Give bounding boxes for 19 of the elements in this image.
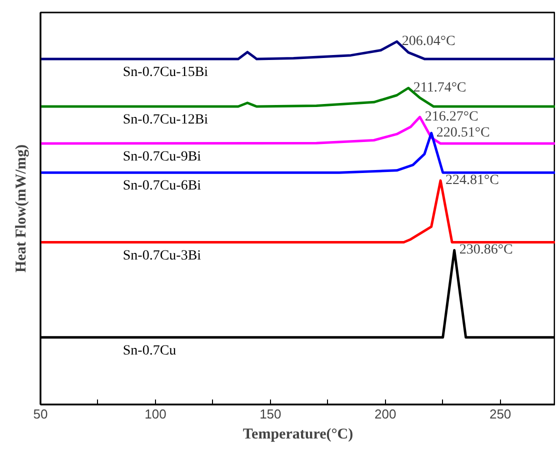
y-axis-title: Heat Flow(mW/mg): [14, 144, 30, 272]
annotation: 211.74°C: [413, 80, 466, 96]
series-label: Sn-0.7Cu: [122, 343, 176, 358]
annotation: 224.81°C: [446, 173, 499, 188]
series-label: Sn-0.7Cu-15Bi: [122, 64, 208, 80]
annotation: 230.86°C: [459, 242, 513, 258]
series-label: Sn-0.7Cu-9Bi: [122, 150, 202, 165]
x-tick-label: 200: [374, 406, 396, 422]
x-tick-label: 50: [33, 406, 48, 422]
x-tick-label: 250: [489, 406, 512, 422]
x-tick-label: 150: [260, 406, 282, 422]
series-label: Sn-0.7Cu-3Bi: [122, 248, 202, 264]
x-axis-title: Temperature(°C): [242, 426, 354, 442]
annotation: 216.27°C: [424, 110, 478, 125]
x-tick-label: 100: [144, 406, 166, 422]
annotation: 206.04°C: [402, 34, 456, 50]
annotation: 220.51°C: [436, 126, 490, 141]
series-label: Sn-0.7Cu-6Bi: [122, 178, 202, 194]
series-label: Sn-0.7Cu-12Bi: [122, 112, 208, 128]
